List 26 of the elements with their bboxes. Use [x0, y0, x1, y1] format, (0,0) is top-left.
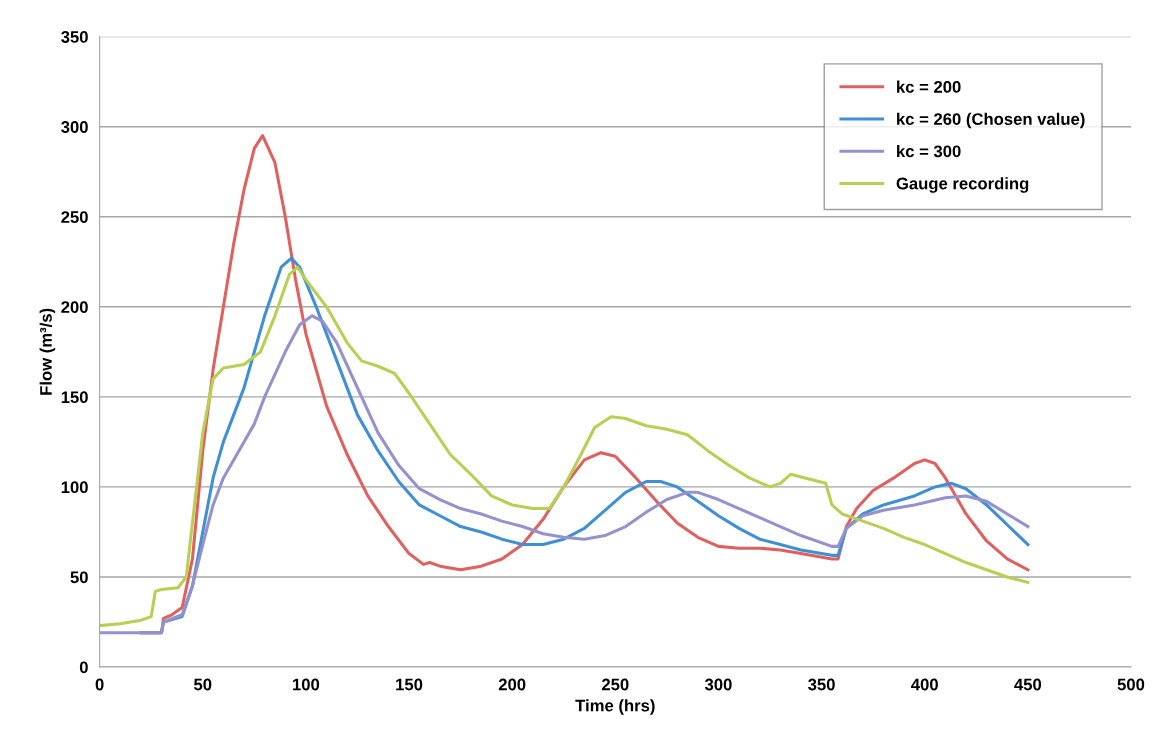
- x-tick-label: 400: [911, 678, 938, 691]
- x-tick-label: 0: [95, 678, 104, 691]
- y-tick-label: 200: [61, 301, 88, 314]
- x-tick-label: 300: [704, 678, 732, 691]
- line-series: [99, 314, 1030, 635]
- y-tick-label: 350: [61, 31, 88, 43]
- y-tick-label: 0: [79, 661, 88, 674]
- x-tick-label: 150: [396, 678, 423, 691]
- x-tick-label: 450: [1014, 678, 1042, 691]
- x-tick-label: 500: [1117, 678, 1145, 691]
- y-tick-label: 100: [61, 481, 88, 494]
- x-tick-label: 50: [194, 678, 212, 691]
- x-tick-label: 350: [808, 678, 835, 691]
- y-tick-label: 50: [70, 571, 88, 584]
- y-axis-title: Flow (m³/s): [39, 308, 56, 395]
- y-tick-label: 250: [61, 211, 88, 223]
- x-tick-label: 250: [601, 678, 629, 691]
- y-tick-label: 300: [61, 121, 88, 133]
- legend-label: kc = 300: [897, 144, 961, 158]
- legend-label: Gauge recording: [896, 177, 1029, 193]
- legend-label: kc = 260 (Chosen value): [897, 112, 1085, 129]
- legend-label: kc = 200: [897, 80, 961, 93]
- y-tick-label: 150: [61, 391, 88, 404]
- x-tick-label: 100: [293, 678, 320, 691]
- x-axis-title: Time (hrs): [575, 699, 655, 715]
- x-tick-label: 200: [498, 678, 526, 691]
